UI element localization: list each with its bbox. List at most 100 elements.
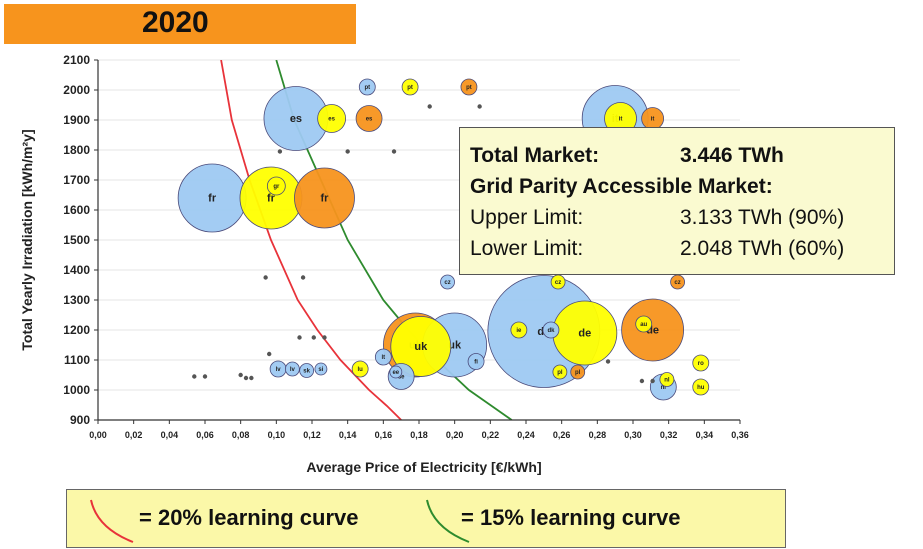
x-tick-label: 0,02	[125, 430, 143, 440]
bubble	[467, 353, 485, 370]
bubble	[570, 364, 586, 380]
bubble-label: uk	[448, 340, 462, 352]
small-dot	[300, 275, 306, 280]
bubble-label: pt	[407, 85, 413, 91]
y-tick-label: 1200	[63, 323, 90, 337]
small-dot	[297, 335, 302, 340]
bubble-label: lt	[381, 355, 385, 361]
legend: = 20% learning curve = 15% learning curv…	[66, 489, 786, 548]
bubble-label: fr	[267, 193, 276, 205]
y-tick-label: 2000	[63, 83, 90, 97]
info-row: Upper Limit: 3.133 TWh (90%)	[470, 202, 894, 233]
bubble-label: de	[578, 328, 591, 340]
bubble-label: au	[640, 322, 647, 328]
small-dot	[427, 104, 432, 109]
bubble-label: ro	[698, 361, 704, 367]
y-tick-label: 1400	[63, 263, 90, 277]
bubble-label: dk	[547, 328, 555, 334]
small-dot	[311, 335, 316, 340]
x-tick-label: 0,20	[446, 430, 464, 440]
bubble-label: nl	[664, 378, 670, 384]
bubble	[552, 364, 568, 380]
bubble-label: it	[619, 117, 623, 123]
small-dot	[277, 149, 283, 154]
bubble-label: fi	[474, 360, 478, 366]
info-row: Grid Parity Accessible Market:	[470, 171, 894, 202]
x-tick-label: 0,04	[161, 430, 179, 440]
small-dot	[345, 149, 350, 154]
bubble	[389, 365, 403, 379]
bubble-label: pl	[557, 370, 563, 376]
bubble	[510, 321, 528, 339]
x-tick-label: 0,36	[731, 430, 749, 440]
bubble	[542, 321, 560, 339]
y-tick-label: 1800	[63, 143, 90, 157]
info-value: 3.446 TWh	[680, 144, 784, 167]
bubble	[670, 274, 685, 290]
x-tick-label: 0,16	[375, 430, 393, 440]
bubble	[390, 316, 452, 377]
x-tick-label: 0,18	[410, 430, 428, 440]
info-value: 2.048 TWh (60%)	[680, 237, 845, 260]
y-tick-label: 1700	[63, 173, 90, 187]
x-tick-label: 0,22	[482, 430, 500, 440]
bubble	[659, 372, 675, 387]
info-value: 3.133 TWh (90%)	[680, 206, 845, 229]
bubble	[314, 362, 328, 376]
x-tick-label: 0,00	[89, 430, 107, 440]
x-tick-label: 0,24	[517, 430, 535, 440]
bubble-label: es	[366, 117, 373, 123]
x-tick-label: 0,14	[339, 430, 357, 440]
bubble	[374, 348, 392, 366]
info-label: Grid Parity Accessible Market:	[470, 175, 773, 198]
bubble	[317, 104, 347, 133]
bubble-label: es	[290, 113, 302, 125]
bubble-label: fr	[208, 193, 217, 205]
bubble	[355, 105, 383, 132]
bubble-label: fr	[321, 193, 330, 205]
bubble	[358, 78, 376, 96]
small-dot	[605, 359, 611, 364]
small-dot	[650, 378, 655, 384]
x-tick-label: 0,06	[196, 430, 214, 440]
small-dot	[249, 375, 254, 381]
y-tick-label: 1500	[63, 233, 90, 247]
axes: 900 1000 1100 1200 1300 1400 1500 1600 1700 1800 1…	[63, 53, 748, 440]
bubble	[266, 176, 286, 196]
bubble-label: lv	[276, 367, 282, 373]
learning-curve	[275, 60, 513, 420]
bubble-label: es	[328, 117, 335, 123]
bubble	[401, 78, 419, 96]
x-tick-label: 0,08	[232, 430, 250, 440]
x-tick-label: 0,32	[660, 430, 678, 440]
y-tick-label: 1300	[63, 293, 90, 307]
bubble	[294, 167, 355, 229]
y-tick-label: 900	[70, 413, 90, 427]
info-label: Lower Limit:	[470, 237, 584, 260]
y-tick-label: 1600	[63, 203, 90, 217]
bubble-label: lu	[357, 367, 363, 373]
small-dot	[267, 351, 272, 357]
legend-swatches	[90, 499, 470, 543]
small-dot	[243, 375, 249, 381]
bubble	[440, 274, 455, 290]
bubble-label: ie	[516, 328, 522, 334]
bubble	[351, 360, 369, 378]
x-tick-label: 0,34	[696, 430, 714, 440]
bubble-label: si	[318, 367, 323, 373]
x-tick-label: 0,12	[303, 430, 321, 440]
x-tick-label: 0,10	[268, 430, 286, 440]
bubble	[621, 298, 685, 362]
bubble	[635, 315, 653, 333]
legend-item-15: = 15% learning curve	[461, 505, 681, 530]
axis-labels: Average Price of Electricity [€/kWh] Tot…	[19, 129, 542, 475]
bubble	[460, 78, 478, 96]
x-axis-label: Average Price of Electricity [€/kWh]	[306, 459, 541, 475]
y-tick-label: 1900	[63, 113, 90, 127]
x-tick-label: 0,30	[624, 430, 642, 440]
x-tick-label: 0,28	[589, 430, 607, 440]
bubble	[692, 378, 710, 396]
bubble-label: hu	[697, 385, 705, 391]
red-curve-swatch	[90, 499, 134, 543]
info-label: Upper Limit:	[470, 206, 584, 229]
